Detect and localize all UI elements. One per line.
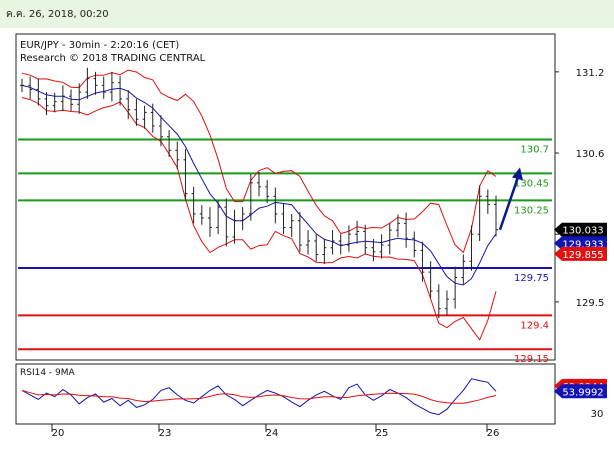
level-lines: 130.7 130.45 130.25 129.75 129.4 129.15 — [18, 138, 552, 365]
chart-title: EUR/JPY - 30min - 2:20:16 (CET) — [20, 40, 179, 51]
rsi-lines: 3060.004453.9992 — [21, 378, 607, 420]
axes: 131.2130.6130129.5130.033129.933129.8552… — [51, 68, 607, 439]
moving-average-line — [21, 84, 497, 286]
y-tick-label-0: 131.2 — [576, 68, 605, 79]
x-tick-label-3: 25 — [376, 428, 389, 439]
price-tag-1 — [554, 236, 607, 251]
rsi-tick-label-0: 30 — [591, 409, 604, 420]
rsi-panel-frame — [15, 363, 556, 425]
timestamp: ค.ค. 26, 2018, 00:20 — [6, 9, 109, 20]
price-tag-label-2: 129.855 — [562, 250, 603, 261]
x-tick-label-4: 26 — [487, 428, 500, 439]
rsi-tag-1 — [554, 384, 607, 399]
x-tick-label-0: 20 — [52, 428, 65, 439]
level-label-1: 130.45 — [514, 178, 549, 189]
upper-band — [21, 69, 497, 254]
arrow-head — [512, 167, 523, 181]
price-tag-label-1: 129.933 — [562, 239, 603, 250]
level-label-4: 129.4 — [520, 320, 549, 331]
y-tick-label-1: 130.6 — [576, 149, 605, 160]
rsi-label: RSI14 - 9MA — [20, 368, 76, 378]
price-bars — [20, 67, 498, 319]
level-label-0: 130.7 — [520, 144, 549, 155]
level-label-2: 130.25 — [514, 205, 549, 216]
bollinger-bands — [21, 69, 497, 341]
arrow-shaft — [498, 170, 522, 231]
price-tag-2 — [554, 246, 607, 261]
level-label-5: 129.15 — [514, 354, 549, 365]
level-label-3: 129.75 — [514, 273, 549, 284]
lower-band — [21, 97, 497, 341]
header-bar: ค.ค. 26, 2018, 00:20 — [0, 0, 614, 28]
price-tag-0 — [554, 222, 607, 237]
forecast-arrow — [498, 167, 523, 231]
rsi-ma-line — [21, 389, 497, 404]
x-tick-label-1: 23 — [159, 428, 172, 439]
price-tag-label-0: 130.033 — [562, 226, 603, 237]
rsi-tag-label-1: 53.9992 — [562, 387, 603, 398]
rsi-line — [21, 378, 497, 416]
chart-subtitle: Research © 2018 TRADING CENTRAL — [20, 53, 206, 64]
price-panel-frame — [15, 33, 556, 361]
y-tick-label-3: 129.5 — [576, 298, 605, 309]
x-tick-label-2: 24 — [266, 428, 279, 439]
